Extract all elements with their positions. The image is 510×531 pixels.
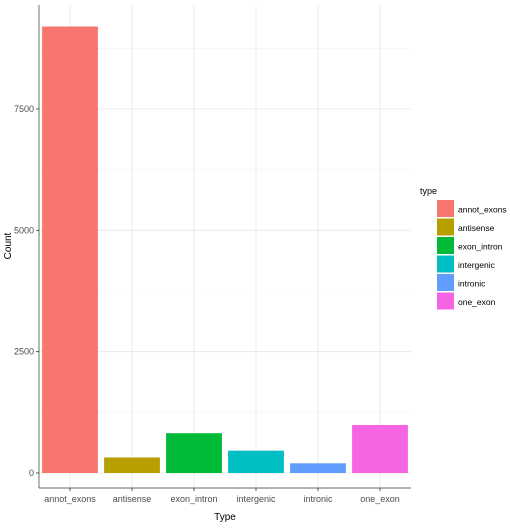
bar-intergenic xyxy=(228,450,284,473)
x-axis-title: Type xyxy=(214,512,236,523)
x-tick-label: intronic xyxy=(303,494,333,504)
x-axis-ticks: annot_exons antisense exon_intron intergeni… xyxy=(39,487,411,504)
y-tick-label: 5000 xyxy=(14,225,34,235)
legend-label: intronic xyxy=(458,278,486,288)
bar-intronic xyxy=(290,463,346,473)
legend-label: exon_intron xyxy=(458,241,503,251)
bar-one-exon xyxy=(352,424,408,473)
y-axis-ticks: 0 2500 5000 7500 xyxy=(14,5,40,488)
legend-key-intergenic xyxy=(437,255,454,273)
legend-label: intergenic xyxy=(458,260,496,270)
x-tick-label: exon_intron xyxy=(170,494,217,504)
legend-title: type xyxy=(420,186,437,196)
x-tick-label: antisense xyxy=(113,494,152,504)
legend-label: annot_exons xyxy=(458,204,507,214)
x-tick-label: one_exon xyxy=(360,494,400,504)
bar-antisense xyxy=(104,457,160,473)
y-tick-label: 7500 xyxy=(14,104,34,114)
legend-key-exon-intron xyxy=(437,237,454,254)
bars xyxy=(42,26,408,473)
legend-key-one-exon xyxy=(437,292,454,310)
x-tick-label: intergenic xyxy=(236,494,276,504)
bar-exon-intron xyxy=(166,433,222,473)
x-tick-label: annot_exons xyxy=(44,494,96,504)
legend-key-antisense xyxy=(437,218,454,236)
legend: type annot_exons antisense exon_introninte… xyxy=(420,186,507,310)
legend-key-annot-exons xyxy=(437,200,454,217)
y-axis-title: Count xyxy=(3,232,14,259)
legend-label: one_exon xyxy=(458,297,496,307)
legend-key-intronic xyxy=(437,274,454,291)
legend-label: antisense xyxy=(458,223,495,233)
y-tick-label: 0 xyxy=(29,468,34,478)
plot-panel xyxy=(39,5,411,488)
bar-annot-exons xyxy=(42,26,98,473)
y-tick-label: 2500 xyxy=(14,347,34,357)
